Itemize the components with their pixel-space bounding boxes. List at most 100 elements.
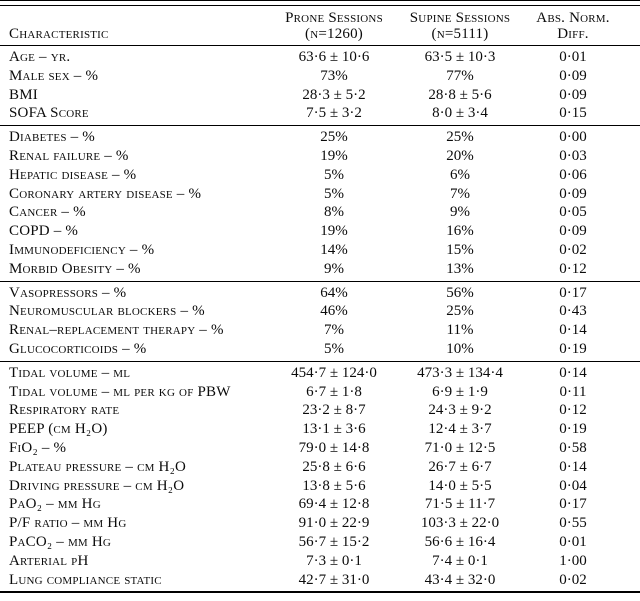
row-label: SOFA Score (9, 105, 89, 122)
diff-value: 0·09 (559, 185, 587, 202)
table-row: Tidal volume – ml 454·7 ± 124·0 473·3 ± … (0, 361, 640, 382)
diff-value: 0·04 (559, 477, 587, 494)
diff-value: 0·17 (559, 284, 587, 301)
table-row: Morbid Obesity – % 9% 13% 0·12 (0, 260, 640, 281)
supine-value: 26·7 ± 6·7 (428, 458, 492, 475)
diff-value: 0·05 (559, 204, 587, 221)
row-label: Male sex – % (9, 67, 99, 84)
prone-value: 79·0 ± 14·8 (298, 439, 370, 456)
prone-value: 19% (320, 147, 348, 164)
supine-value: 7·4 ± 0·1 (432, 552, 488, 569)
row-label: PEEP (cm H₂O) (9, 421, 108, 438)
table-row: Neuromuscular blockers – % 46% 25% 0·43 (0, 302, 640, 321)
diff-value: 0·19 (559, 421, 587, 438)
prone-value: 25% (320, 129, 348, 146)
prone-value: 14% (320, 241, 348, 258)
table-row: PaCO₂ – mm Hg 56·7 ± 15·2 56·6 ± 16·4 0·… (0, 533, 640, 552)
header-prone-n: (n=1260) (305, 26, 363, 42)
header-abs-norm-diff: Abs. Norm. Diff. (522, 6, 640, 46)
header-characteristic: Characteristic (0, 6, 270, 46)
prone-value: 9% (324, 260, 344, 277)
table-row: Tidal volume – ml per kg of PBW 6·7 ± 1·… (0, 383, 640, 402)
diff-value: 0·06 (559, 166, 587, 183)
supine-value: 25% (446, 129, 474, 146)
table-row: Renal–replacement therapy – % 7% 11% 0·1… (0, 321, 640, 340)
prone-value: 7·5 ± 3·2 (306, 105, 362, 122)
row-label: COPD – % (9, 223, 79, 240)
supine-value: 43·4 ± 32·0 (424, 571, 496, 588)
prone-value: 6·7 ± 1·8 (306, 383, 362, 400)
table-section-1: Age – yr. 63·6 ± 10·6 63·5 ± 10·3 0·01 M… (0, 46, 640, 126)
header-row: Characteristic Prone Sessions (n=1260) S… (0, 6, 640, 46)
table-row: Plateau pressure – cm H₂O 25·8 ± 6·6 26·… (0, 458, 640, 477)
prone-value: 8% (324, 204, 344, 221)
supine-value: 24·3 ± 9·2 (428, 402, 492, 419)
row-label: Glucocorticoids – % (9, 340, 147, 357)
row-label: Vasopressors – % (9, 284, 127, 301)
table-row: Hepatic disease – % 5% 6% 0·06 (0, 166, 640, 185)
supine-value: 56·6 ± 16·4 (424, 533, 496, 550)
row-label: PaCO₂ – mm Hg (9, 533, 112, 550)
prone-value: 23·2 ± 8·7 (302, 402, 366, 419)
table-row: Glucocorticoids – % 5% 10% 0·19 (0, 340, 640, 361)
row-label: Respiratory rate (9, 402, 120, 419)
diff-value: 0·02 (559, 571, 587, 588)
row-label: Renal failure – % (9, 147, 129, 164)
prone-value: 91·0 ± 22·9 (298, 515, 370, 532)
table-row: PEEP (cm H₂O) 13·1 ± 3·6 12·4 ± 3·7 0·19 (0, 420, 640, 439)
supine-value: 10% (446, 340, 474, 357)
prone-value: 5% (324, 340, 344, 357)
prone-value: 5% (324, 166, 344, 183)
row-label: Tidal volume – ml (9, 364, 131, 381)
row-label: Renal–replacement therapy – % (9, 322, 224, 339)
row-label: Driving pressure – cm H₂O (9, 477, 185, 494)
table-row: Cancer – % 8% 9% 0·05 (0, 203, 640, 222)
row-label: BMI (9, 86, 38, 103)
header-prone-title: Prone Sessions (285, 10, 383, 26)
supine-value: 71·5 ± 11·7 (424, 496, 496, 513)
row-label: PaO₂ – mm Hg (9, 496, 101, 513)
prone-value: 454·7 ± 124·0 (291, 364, 377, 381)
row-label: Diabetes – % (9, 129, 95, 146)
row-label: FiO₂ – % (9, 439, 67, 456)
prone-value: 13·1 ± 3·6 (302, 421, 366, 438)
supine-value: 28·8 ± 5·6 (428, 86, 492, 103)
supine-value: 6% (450, 166, 470, 183)
table-top-rule (0, 0, 640, 6)
prone-value: 42·7 ± 31·0 (298, 571, 370, 588)
prone-value: 13·8 ± 5·6 (302, 477, 366, 494)
prone-value: 46% (320, 303, 348, 320)
row-label: Morbid Obesity – % (9, 260, 141, 277)
table-section-4: Tidal volume – ml 454·7 ± 124·0 473·3 ± … (0, 361, 640, 592)
row-label: Lung compliance static (9, 571, 162, 588)
prone-value: 73% (320, 67, 348, 84)
prone-value: 28·3 ± 5·2 (302, 86, 366, 103)
table-row: Age – yr. 63·6 ± 10·6 63·5 ± 10·3 0·01 (0, 46, 640, 67)
row-label: Coronary artery disease – % (9, 185, 202, 202)
diff-value: 0·12 (559, 402, 587, 419)
row-label: Hepatic disease – % (9, 166, 137, 183)
supine-value: 12·4 ± 3·7 (428, 421, 492, 438)
header-supine-sessions: Supine Sessions (n=5111) (398, 6, 522, 46)
row-label: Arterial pH (9, 552, 89, 569)
diff-value: 0·14 (559, 458, 587, 475)
table-row: COPD – % 19% 16% 0·09 (0, 222, 640, 241)
prone-value: 7% (324, 322, 344, 339)
prone-value: 7·3 ± 0·1 (306, 552, 362, 569)
table-row: PaO₂ – mm Hg 69·4 ± 12·8 71·5 ± 11·7 0·1… (0, 495, 640, 514)
supine-value: 16% (446, 223, 474, 240)
table-header: Characteristic Prone Sessions (n=1260) S… (0, 6, 640, 46)
table-row: Respiratory rate 23·2 ± 8·7 24·3 ± 9·2 0… (0, 401, 640, 420)
supine-value: 15% (446, 241, 474, 258)
table-row: Driving pressure – cm H₂O 13·8 ± 5·6 14·… (0, 477, 640, 496)
diff-value: 0·09 (559, 223, 587, 240)
supine-value: 14·0 ± 5·5 (428, 477, 492, 494)
row-label: Immunodeficiency – % (9, 241, 155, 258)
header-supine-title: Supine Sessions (409, 10, 511, 26)
diff-value: 0·01 (559, 49, 587, 65)
diff-value: 0·03 (559, 147, 587, 164)
header-prone-sessions: Prone Sessions (n=1260) (270, 6, 398, 46)
row-label: Tidal volume – ml per kg of PBW (9, 383, 231, 400)
prone-value: 19% (320, 223, 348, 240)
